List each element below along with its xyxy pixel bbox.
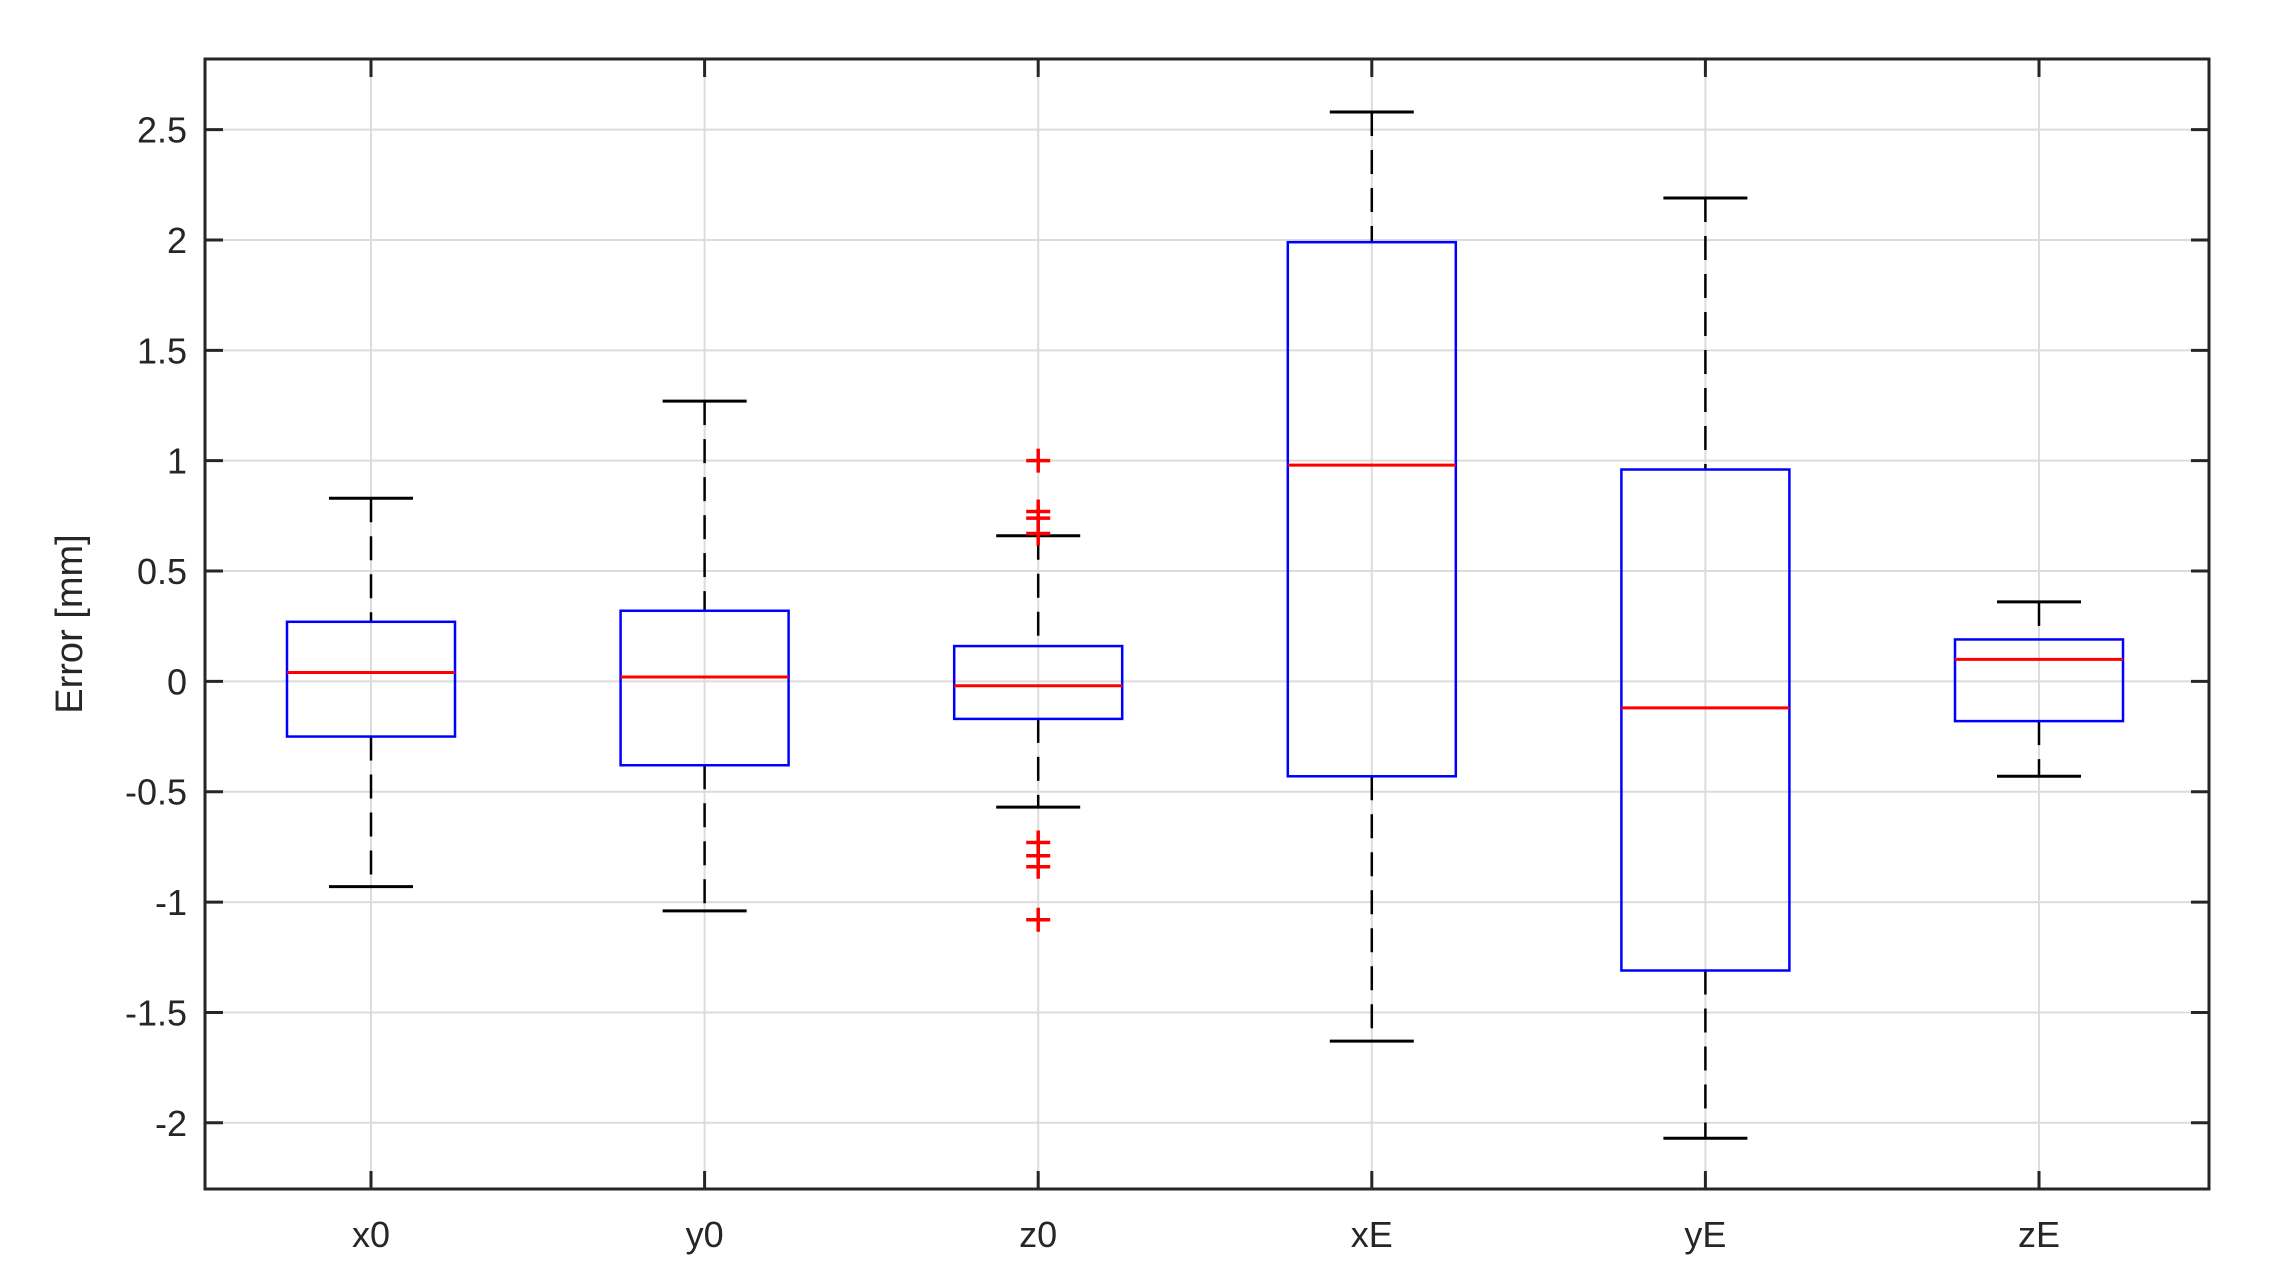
- iqr-box: [1620, 468, 1791, 972]
- y-tick-labels: 2.5 2 1.5 1 0.5 0 -0.5 -1 -1.5 -2: [125, 110, 187, 1144]
- y-tick-label: 1.5: [137, 330, 187, 371]
- box-zE: [1953, 600, 2125, 778]
- outlier-marker: [1026, 907, 1051, 932]
- x-tick-label: yE: [1684, 1214, 1726, 1255]
- box-xE: [1286, 110, 1458, 1043]
- box-z0: [952, 448, 1124, 932]
- y-tick-label: -1.5: [125, 992, 187, 1033]
- outlier-marker: [1026, 854, 1051, 879]
- iqr-box: [1286, 240, 1458, 778]
- x-tick-labels: x0 y0 z0 xE yE zE: [352, 1214, 2060, 1255]
- outlier-marker: [1026, 521, 1051, 546]
- y-tick-label: 0.5: [137, 551, 187, 592]
- plot-frame: [203, 57, 2211, 1191]
- x-tick-label: x0: [352, 1214, 390, 1255]
- y-tick-label: 0: [167, 661, 187, 702]
- y-tick-label: 2: [167, 220, 187, 261]
- y-axis-label: Error [mm]: [49, 534, 91, 713]
- x-tick-label: xE: [1351, 1214, 1393, 1255]
- y-tick-label: 2.5: [137, 110, 187, 151]
- iqr-box: [952, 644, 1124, 721]
- y-tick-label: 1: [167, 441, 187, 482]
- iqr-box: [285, 620, 457, 738]
- box-y0: [619, 399, 790, 913]
- x-tick-label: zE: [2018, 1214, 2060, 1255]
- boxes: [285, 110, 2125, 1140]
- y-tick-label: -1: [155, 882, 187, 923]
- x-tick-label: z0: [1019, 1214, 1057, 1255]
- iqr-box: [619, 609, 790, 767]
- x-tick-label: y0: [686, 1214, 724, 1255]
- outlier-marker: [1026, 448, 1051, 473]
- box-yE: [1620, 196, 1791, 1140]
- y-tick-label: -0.5: [125, 772, 187, 813]
- box-x0: [285, 496, 457, 889]
- axis-ticks: [205, 59, 2209, 1189]
- y-tick-label: -2: [155, 1103, 187, 1144]
- iqr-box: [1953, 638, 2125, 723]
